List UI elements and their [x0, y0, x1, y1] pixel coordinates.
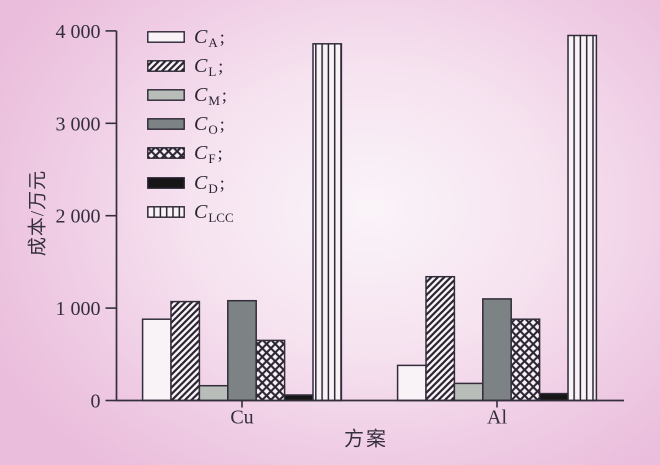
legend-label-C_M: C M; [194, 83, 227, 108]
legend-item-C_M: C M; [147, 80, 234, 109]
legend-label-C_L: C L; [194, 54, 224, 79]
legend-label-C_D: C D; [194, 171, 225, 196]
legend-item-C_O: C O; [147, 110, 234, 139]
bar-C_A-Al [396, 364, 427, 402]
bar-C_A-Cu [141, 318, 172, 402]
bar-C_O-Al [482, 298, 512, 402]
y-tick-label: 0 [91, 391, 101, 413]
legend-swatch-C_F [147, 147, 185, 160]
bar-C_LCC-Cu [312, 43, 343, 402]
bar-C_LCC-Al [567, 34, 598, 402]
y-tick-label: 3 000 [56, 113, 101, 135]
legend-swatch-C_LCC [147, 205, 185, 218]
legend-swatch-C_M [147, 89, 185, 101]
x-tick-label-Cu: Cu [230, 407, 253, 429]
x-tick-label-Al: Al [487, 407, 507, 429]
x-axis-title: 方案 [344, 428, 388, 451]
legend-item-C_F: C F; [147, 139, 234, 168]
bar-C_L-Al [425, 275, 456, 402]
legend-swatch-C_O [147, 118, 185, 131]
bar-C_O-Cu [227, 299, 257, 402]
bar-C_L-Cu [170, 300, 201, 402]
bar-C_D-Al [538, 392, 569, 402]
bar-C_M-Al [453, 382, 484, 402]
legend-swatch-C_D [147, 176, 185, 189]
legend-swatch-C_L [147, 59, 185, 72]
y-tick-label: 1 000 [56, 298, 101, 320]
bar-C_F-Al [510, 318, 541, 402]
axes-layer: 0 1 000 2 000 3 000 4 000 Cu Al [56, 21, 624, 429]
legend-item-C_D: C D; [147, 168, 234, 197]
y-tick-label: 4 000 [56, 21, 101, 43]
legend: C A; C L; C M; C O; C F; C D; C LCC [147, 22, 234, 226]
bar-C_F-Cu [255, 339, 286, 402]
legend-item-C_L: C L; [147, 51, 234, 80]
legend-item-C_LCC: C LCC [147, 197, 234, 226]
bar-C_M-Cu [198, 384, 229, 402]
y-axis-title: 成本/万元 [27, 169, 49, 257]
legend-label-C_F: C F; [194, 142, 223, 167]
legend-label-C_A: C A; [194, 25, 225, 50]
legend-swatch-C_A [147, 30, 185, 43]
y-tick-label: 2 000 [56, 206, 101, 228]
legend-label-C_LCC: C LCC [194, 200, 234, 225]
legend-item-C_A: C A; [147, 22, 234, 51]
bars-layer [141, 34, 598, 402]
legend-label-C_O: C O; [194, 113, 225, 138]
